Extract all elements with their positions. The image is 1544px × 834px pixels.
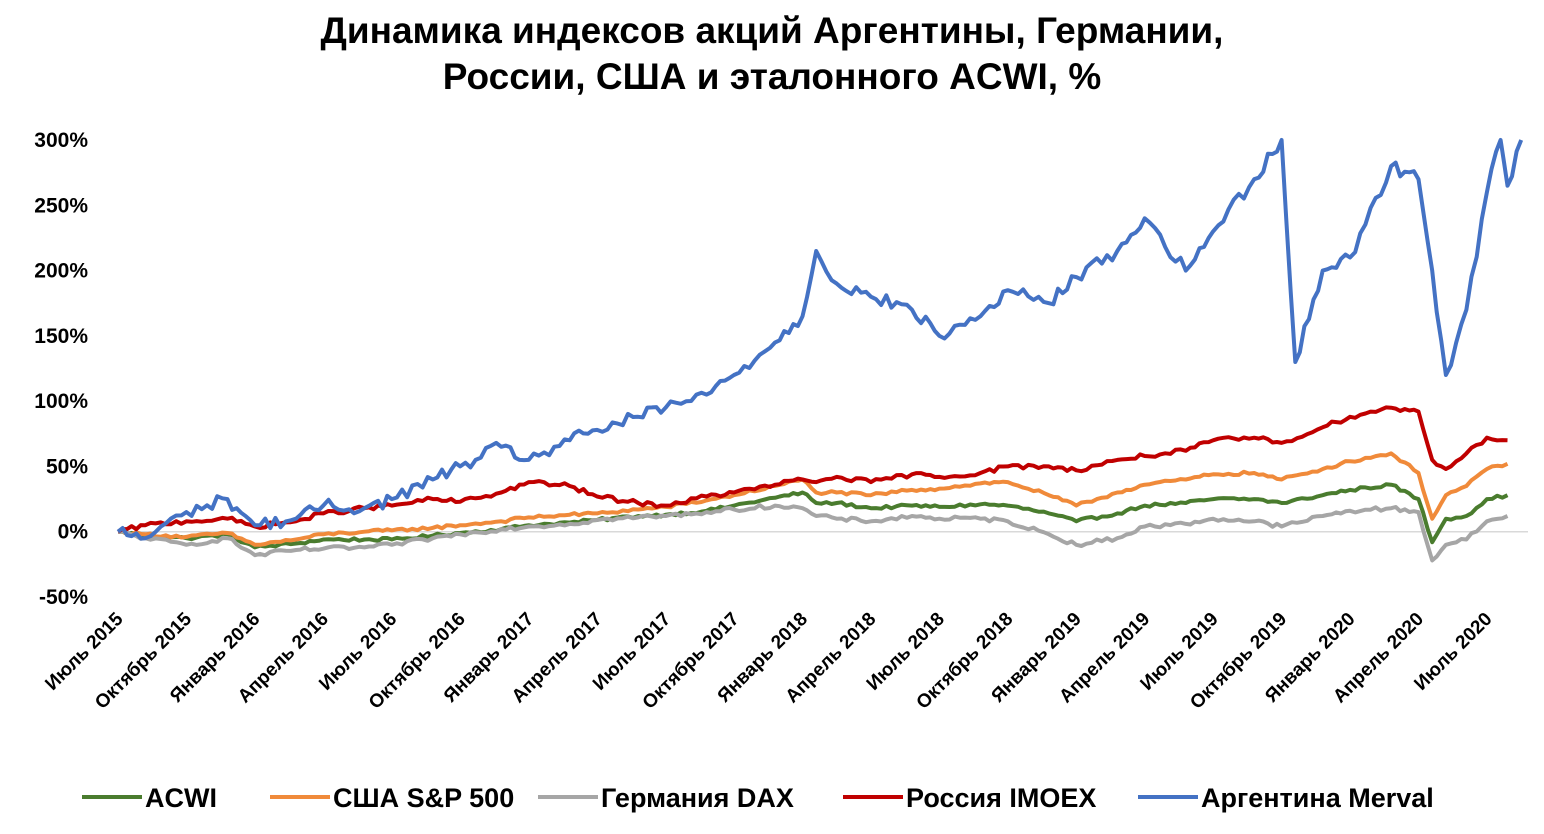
series-line	[117, 503, 1509, 563]
series-lines	[116, 138, 1524, 563]
legend: ACWI США S&P 500 Германия DAX Россия IMOEX А…	[82, 783, 1434, 813]
y-tick-label: 250%	[34, 194, 88, 217]
chart-title-line-1: Динамика индексов акций Аргентины, Герма…	[320, 10, 1224, 51]
y-axis-ticks: 300% 250% 200% 150% 100% 50% 0% -50%	[34, 129, 88, 609]
legend-label: Германия DAX	[601, 783, 794, 813]
y-tick-label: 300%	[34, 129, 88, 152]
y-tick-label: 100%	[34, 390, 88, 413]
y-tick-label: 50%	[46, 455, 88, 478]
legend-label: США S&P 500	[333, 783, 514, 813]
legend-label: ACWI	[145, 783, 217, 813]
series-line	[117, 451, 1509, 547]
y-tick-label: 150%	[34, 325, 88, 348]
series-line	[118, 482, 1509, 550]
legend-label: Россия IMOEX	[906, 783, 1096, 813]
y-tick-label: -50%	[39, 586, 88, 609]
chart-title: Динамика индексов акций Аргентины, Герма…	[0, 8, 1544, 100]
legend-label: Аргентина Merval	[1201, 783, 1434, 813]
series-line	[116, 138, 1524, 541]
chart-title-line-2: России, США и эталонного ACWI, %	[442, 56, 1102, 97]
y-tick-label: 0%	[58, 521, 89, 544]
y-tick-label: 200%	[34, 260, 88, 283]
